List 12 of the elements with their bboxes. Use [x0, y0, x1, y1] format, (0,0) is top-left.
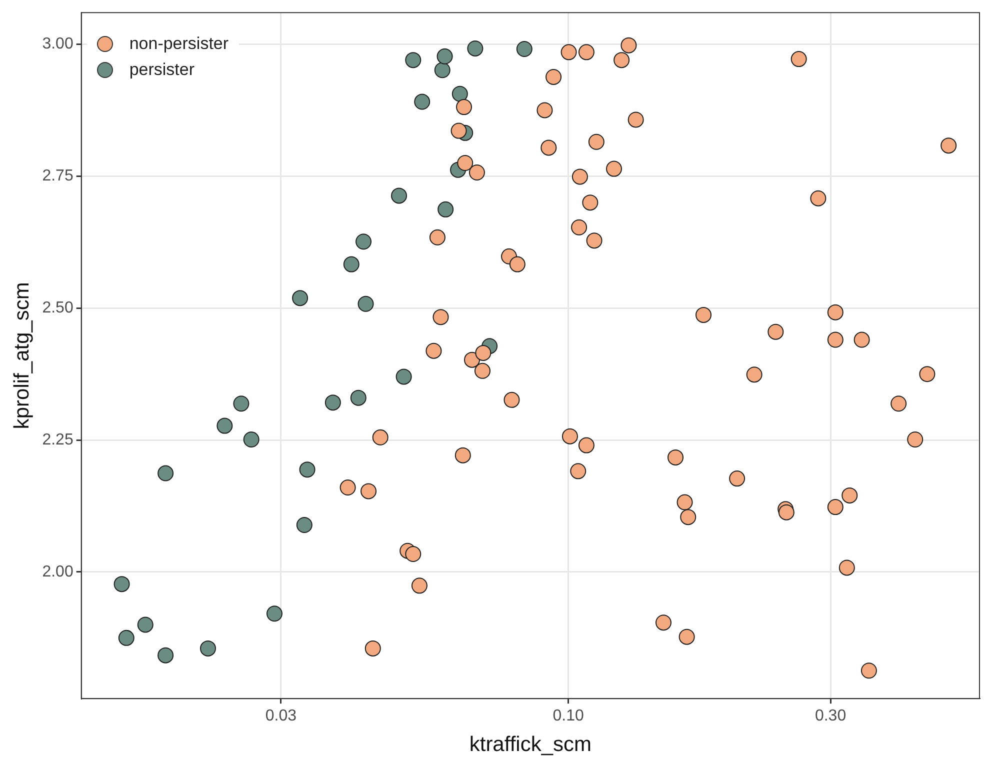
legend-label: persister [129, 60, 195, 80]
x-axis-title: ktraffick_scm [469, 733, 592, 756]
x-tick-label: 0.30 [814, 708, 846, 725]
y-tick-label: 3.00 [42, 36, 74, 53]
y-axis-title: kprolif_atg_scm [10, 282, 34, 430]
y-tick-label: 2.00 [42, 563, 74, 580]
x-tick-label: 0.10 [552, 708, 584, 725]
y-tick-label: 2.50 [42, 300, 74, 317]
x-tick-label: 0.03 [265, 708, 297, 725]
legend-label: non-persister [129, 34, 229, 54]
y-tick-label: 2.25 [42, 431, 74, 448]
y-tick-label: 2.75 [42, 168, 74, 185]
